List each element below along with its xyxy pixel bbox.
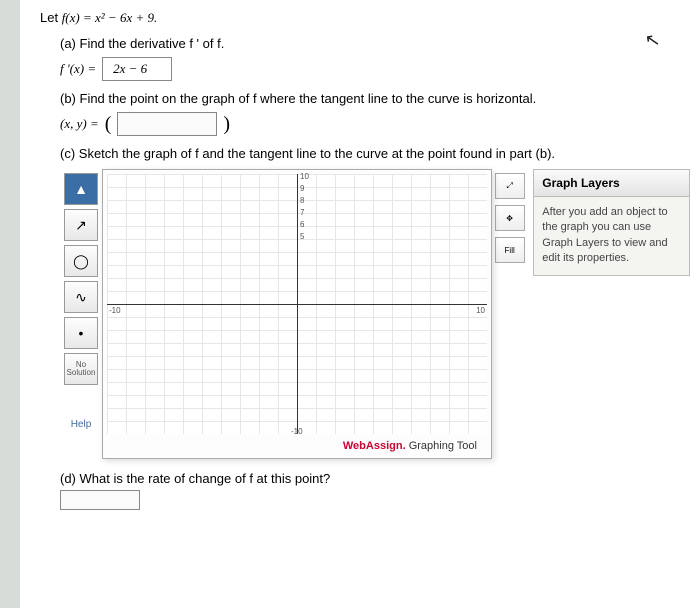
part-a-answer-box[interactable]: 2x − 6 — [102, 57, 172, 81]
part-a: (a) Find the derivative f ' of f. f '(x)… — [60, 36, 690, 81]
graph-canvas-panel: 10 9 8 7 6 5 -10 10 -10 WebAssign. Graph… — [102, 169, 492, 459]
fill-button[interactable]: Fill — [495, 237, 525, 263]
footer-text: Graphing Tool — [406, 440, 477, 452]
footer-brand: WebAssign. — [343, 440, 406, 452]
intro-function: f(x) = x² − 6x + 9. — [62, 10, 158, 25]
line-tool[interactable]: ↗ — [64, 209, 98, 241]
y-axis — [297, 174, 298, 434]
part-a-label: (a) Find the derivative f ' of f. — [60, 36, 224, 51]
help-link[interactable]: Help — [64, 419, 98, 430]
layers-title: Graph Layers — [534, 170, 689, 197]
part-b-lhs: (x, y) = — [60, 116, 99, 132]
part-c: (c) Sketch the graph of f and the tangen… — [60, 146, 690, 459]
pan-button[interactable]: ✥ — [495, 205, 525, 231]
intro-prefix: Let — [40, 10, 62, 25]
zoom-button[interactable]: ⤢ — [495, 173, 525, 199]
close-paren: ) — [223, 113, 230, 136]
graph-canvas[interactable]: 10 9 8 7 6 5 -10 10 -10 — [107, 174, 487, 434]
x-tick-10: 10 — [476, 306, 485, 315]
mouse-cursor-icon: ↖ — [643, 29, 662, 52]
open-paren: ( — [105, 113, 112, 136]
circle-tool[interactable]: ◯ — [64, 245, 98, 277]
part-d: (d) What is the rate of change of f at t… — [60, 471, 690, 513]
point-tool[interactable]: • — [64, 317, 98, 349]
part-b-answer-box[interactable] — [117, 112, 217, 136]
y-tick-n10: -10 — [291, 427, 303, 436]
part-b: (b) Find the point on the graph of f whe… — [60, 91, 690, 136]
problem-intro: Let f(x) = x² − 6x + 9. — [40, 10, 690, 26]
y-tick-6: 6 — [300, 220, 304, 229]
part-a-lhs: f '(x) = — [60, 61, 96, 77]
y-tick-9: 9 — [300, 184, 304, 193]
part-b-label: (b) Find the point on the graph of f whe… — [60, 91, 536, 106]
graph-side-controls: ⤢ ✥ Fill — [492, 169, 527, 267]
pointer-tool[interactable]: ▲ — [64, 173, 98, 205]
curve-tool[interactable]: ∿ — [64, 281, 98, 313]
y-tick-7: 7 — [300, 208, 304, 217]
y-tick-5: 5 — [300, 232, 304, 241]
layers-body: After you add an object to the graph you… — [534, 197, 689, 275]
part-d-label: (d) What is the rate of change of f at t… — [60, 471, 330, 486]
graph-footer: WebAssign. Graphing Tool — [107, 434, 487, 454]
x-tick-n10: -10 — [109, 306, 121, 315]
part-d-answer-box[interactable] — [60, 490, 140, 510]
graph-toolbar: ▲ ↗ ◯ ∿ • No Solution Help — [60, 169, 102, 434]
part-a-answer: 2x − 6 — [113, 61, 147, 77]
y-tick-10: 10 — [300, 172, 309, 181]
graph-layers-panel: Graph Layers After you add an object to … — [533, 169, 690, 276]
no-solution-button[interactable]: No Solution — [64, 353, 98, 385]
part-c-label: (c) Sketch the graph of f and the tangen… — [60, 146, 555, 161]
y-tick-8: 8 — [300, 196, 304, 205]
